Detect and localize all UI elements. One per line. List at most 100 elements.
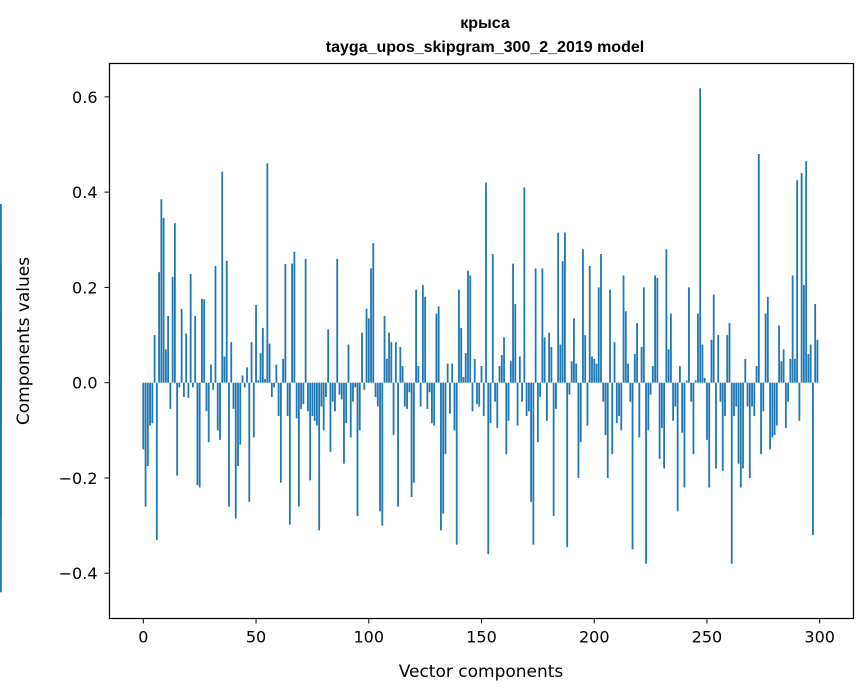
bar [541,268,544,383]
bar [627,363,629,383]
bar [189,274,192,383]
x-tick-label: 0 [138,628,148,647]
bar [518,356,521,383]
bar [304,258,307,383]
bar [615,382,618,424]
y-tick-label: 0.2 [72,278,97,297]
bar [748,382,751,478]
bar [555,382,557,409]
bar [543,337,546,383]
bar [266,163,269,383]
bar [667,349,670,383]
bar [521,382,523,402]
bar [523,187,526,383]
bar [0,382,2,593]
bar [692,382,695,455]
bar [773,382,776,436]
bar [651,366,654,383]
bar [345,382,348,424]
bar [494,382,496,402]
bar [270,382,273,397]
bar [694,380,697,383]
bar [401,366,404,383]
bar [708,382,711,488]
bar [757,154,760,383]
bar [376,382,379,407]
bar [566,382,569,548]
bar [798,382,801,421]
bar [239,382,242,445]
bar [719,382,722,402]
bar [228,382,230,507]
bar [198,382,201,488]
bar [363,382,366,390]
bar [674,382,677,407]
bar [286,382,289,417]
bar [516,382,519,426]
bar [415,289,418,383]
bar [185,333,188,383]
bar [588,265,591,383]
bar [814,304,817,383]
bar [144,382,147,507]
bar [173,223,176,383]
bar [660,382,663,428]
bar [196,382,199,486]
bar [557,232,560,383]
bar [606,382,609,478]
bar [408,382,411,393]
bar [424,296,427,383]
bar [192,382,194,388]
bar [352,382,354,402]
bar [604,382,607,436]
bar [663,382,666,469]
bar [778,325,780,383]
bar [791,275,794,383]
bar [406,382,408,409]
bar [201,298,203,383]
bar [295,382,298,419]
bar [421,285,424,383]
bar [307,382,309,412]
plot-frame [108,62,855,620]
bar [654,275,656,383]
chart-title: крыса [460,15,510,32]
bar [428,382,431,393]
bar [618,382,620,417]
bar [205,382,208,412]
bar [568,382,571,395]
bar [446,363,449,383]
bar [706,382,708,440]
bar [356,382,359,517]
y-axis-label: Components values [14,257,34,425]
bar [780,361,783,383]
bar [552,382,555,517]
bar [683,382,686,488]
bar [358,382,361,431]
bar [624,311,627,383]
x-tick-label: 300 [804,628,835,647]
bar [158,272,160,383]
bar [536,382,539,443]
bar [268,343,271,383]
bar [241,375,244,383]
bar [381,382,384,526]
bar [336,258,339,383]
y-tick-label: 0.4 [72,183,97,202]
bar [620,382,623,431]
bar [793,358,796,383]
y-tick-label: −0.4 [59,564,98,583]
bar [636,323,638,383]
bar [275,364,278,383]
bar [149,382,151,426]
bar [187,382,190,398]
x-tick-label: 100 [353,628,384,647]
bar [534,268,537,383]
bar [726,335,729,383]
bar [162,217,165,383]
bar [234,382,237,519]
bar [460,327,463,383]
bar [489,382,492,424]
bar [500,355,503,383]
